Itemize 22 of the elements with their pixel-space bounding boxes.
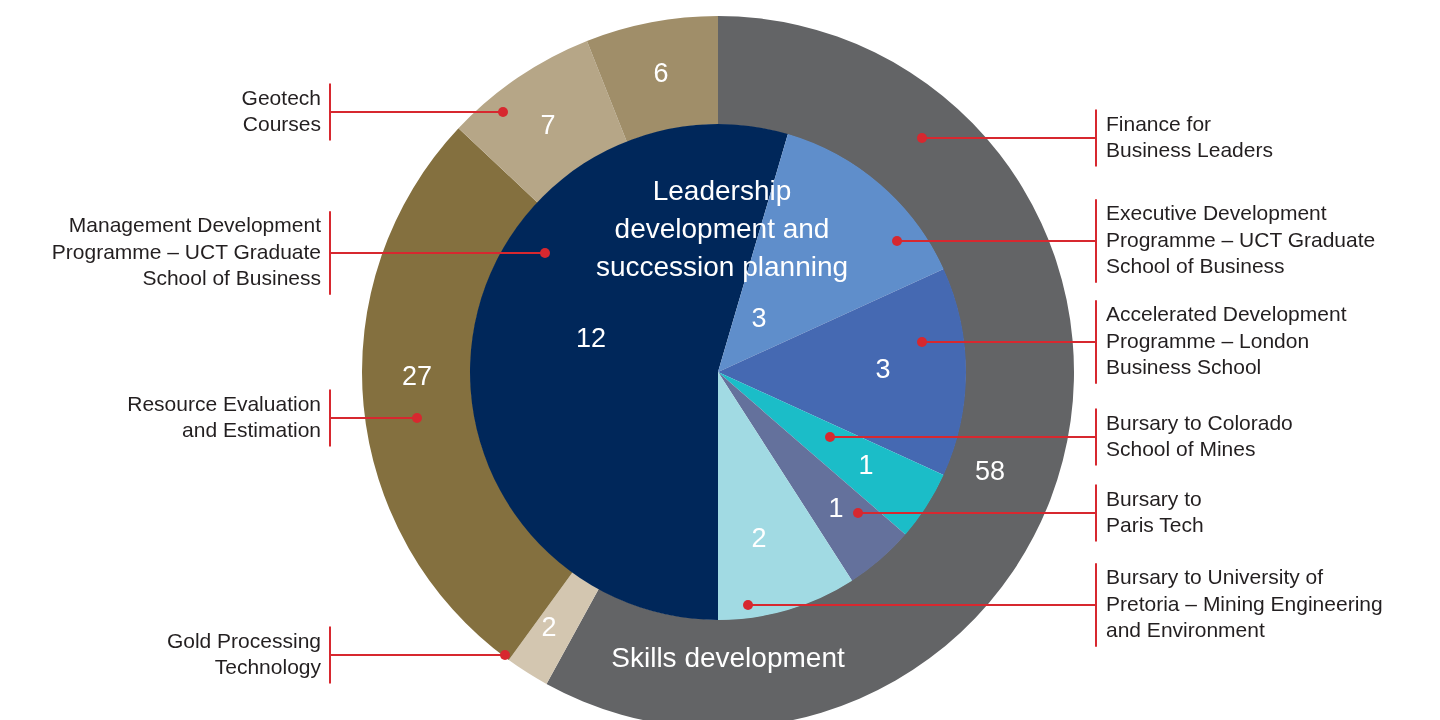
- slice-label: Management Development Programme – UCT Graduate School of Business: [51, 213, 322, 290]
- data-label: 12: [575, 323, 607, 354]
- slice-label: Accelerated Development Programme – London Business School: [1106, 302, 1347, 379]
- slice-label: Bursary to Colorado School of Mines: [1106, 410, 1293, 461]
- data-label: 27: [401, 361, 433, 392]
- slice-label: Bursary to Paris Tech: [1106, 486, 1204, 537]
- data-label: 1: [858, 450, 874, 481]
- text: Skills development: [611, 641, 845, 673]
- data-label: 1: [828, 493, 844, 524]
- slice-label: Executive Development Programme – UCT Graduate School of Business: [1106, 201, 1376, 278]
- slice-label: Finance for Business Leaders: [1106, 111, 1273, 162]
- data-label: 3: [875, 354, 891, 385]
- slice-label: Gold Processing Technology: [166, 628, 322, 679]
- data-label: 3: [751, 303, 767, 334]
- data-label: 6: [653, 58, 669, 89]
- slice-label: Geotech Courses: [241, 85, 321, 136]
- data-label: 2: [751, 523, 767, 554]
- data-label: 58: [974, 456, 1006, 487]
- data-label: 7: [540, 110, 556, 141]
- data-label: 2: [541, 612, 557, 643]
- slice-label: Bursary to University of Pretoria – Mining Engineering and Environment: [1106, 565, 1383, 642]
- slice-label: Resource Evaluation and Estimation: [127, 391, 321, 442]
